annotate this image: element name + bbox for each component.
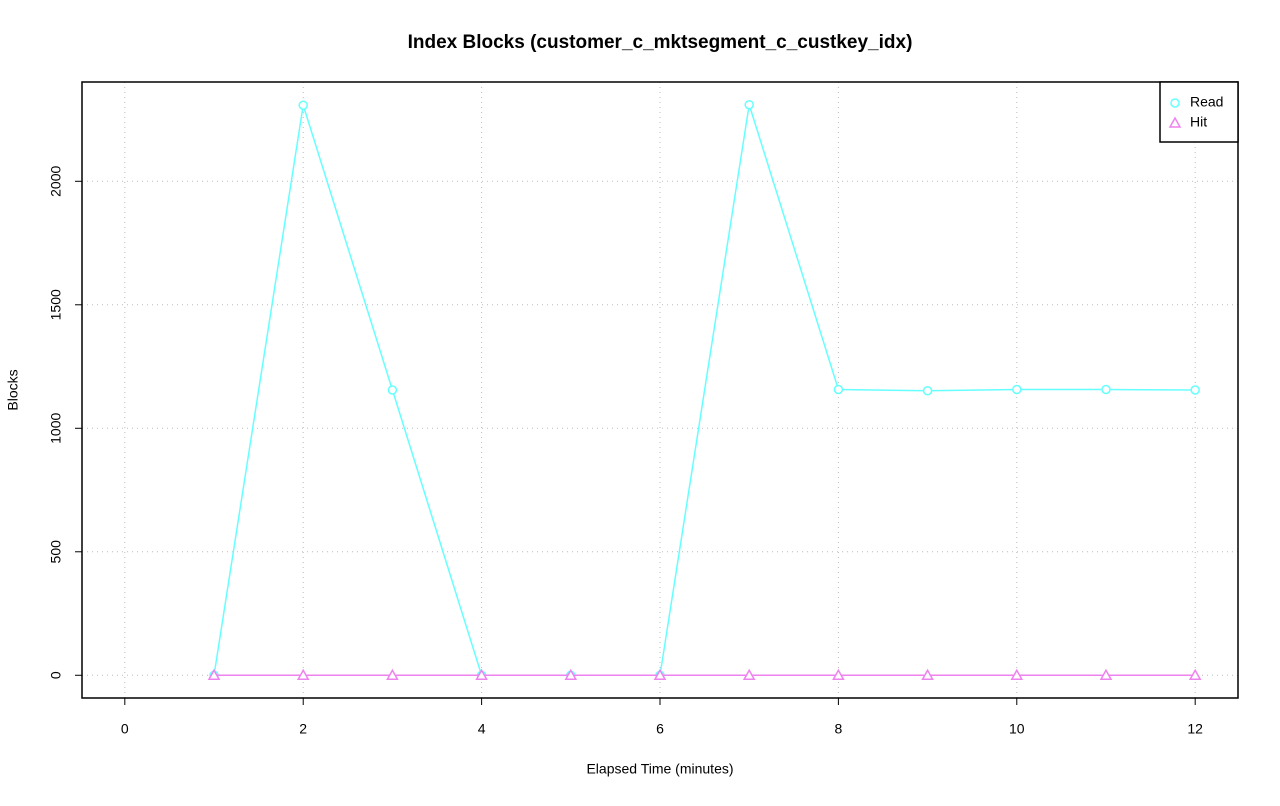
point — [744, 99, 754, 110]
point — [833, 384, 844, 395]
point — [1099, 668, 1113, 681]
point — [387, 385, 398, 395]
legend-label: Read — [1190, 94, 1223, 110]
point — [207, 668, 221, 681]
y-tick-label: 2000 — [48, 166, 64, 197]
y-tick-label: 1500 — [48, 289, 64, 320]
legend-box — [1159, 81, 1239, 143]
point — [921, 668, 934, 681]
y-tick-label: 500 — [48, 540, 64, 564]
point — [832, 668, 845, 681]
point — [1012, 384, 1022, 395]
x-tick-label: 6 — [656, 721, 664, 737]
point — [1010, 668, 1024, 681]
point — [1101, 384, 1111, 395]
x-tick-label: 2 — [299, 721, 307, 737]
point — [475, 668, 488, 681]
chart-title: Index Blocks (customer_c_mktsegment_c_cu… — [408, 32, 913, 53]
x-axis-label: Elapsed Time (minutes) — [586, 761, 733, 777]
x-tick-label: 4 — [478, 721, 486, 737]
point — [296, 668, 310, 681]
legend-label: Hit — [1190, 114, 1207, 130]
x-tick-label: 8 — [834, 721, 842, 737]
point — [653, 668, 667, 681]
point — [922, 385, 933, 396]
point — [742, 668, 756, 681]
x-tick-label: 12 — [1187, 721, 1203, 737]
point — [386, 668, 399, 681]
point — [298, 100, 308, 110]
legend-marker — [1168, 116, 1182, 128]
y-axis-label: Blocks — [5, 369, 21, 410]
y-tick-label: 0 — [48, 671, 64, 679]
point — [1190, 385, 1200, 395]
series-line — [213, 104, 1196, 677]
x-tick-label: 0 — [121, 721, 129, 737]
plot-frame — [81, 81, 1239, 699]
x-tick-label: 10 — [1009, 721, 1025, 737]
point — [1188, 668, 1202, 681]
legend-marker — [1170, 98, 1180, 108]
point — [564, 668, 578, 681]
y-tick-label: 1000 — [48, 413, 64, 444]
